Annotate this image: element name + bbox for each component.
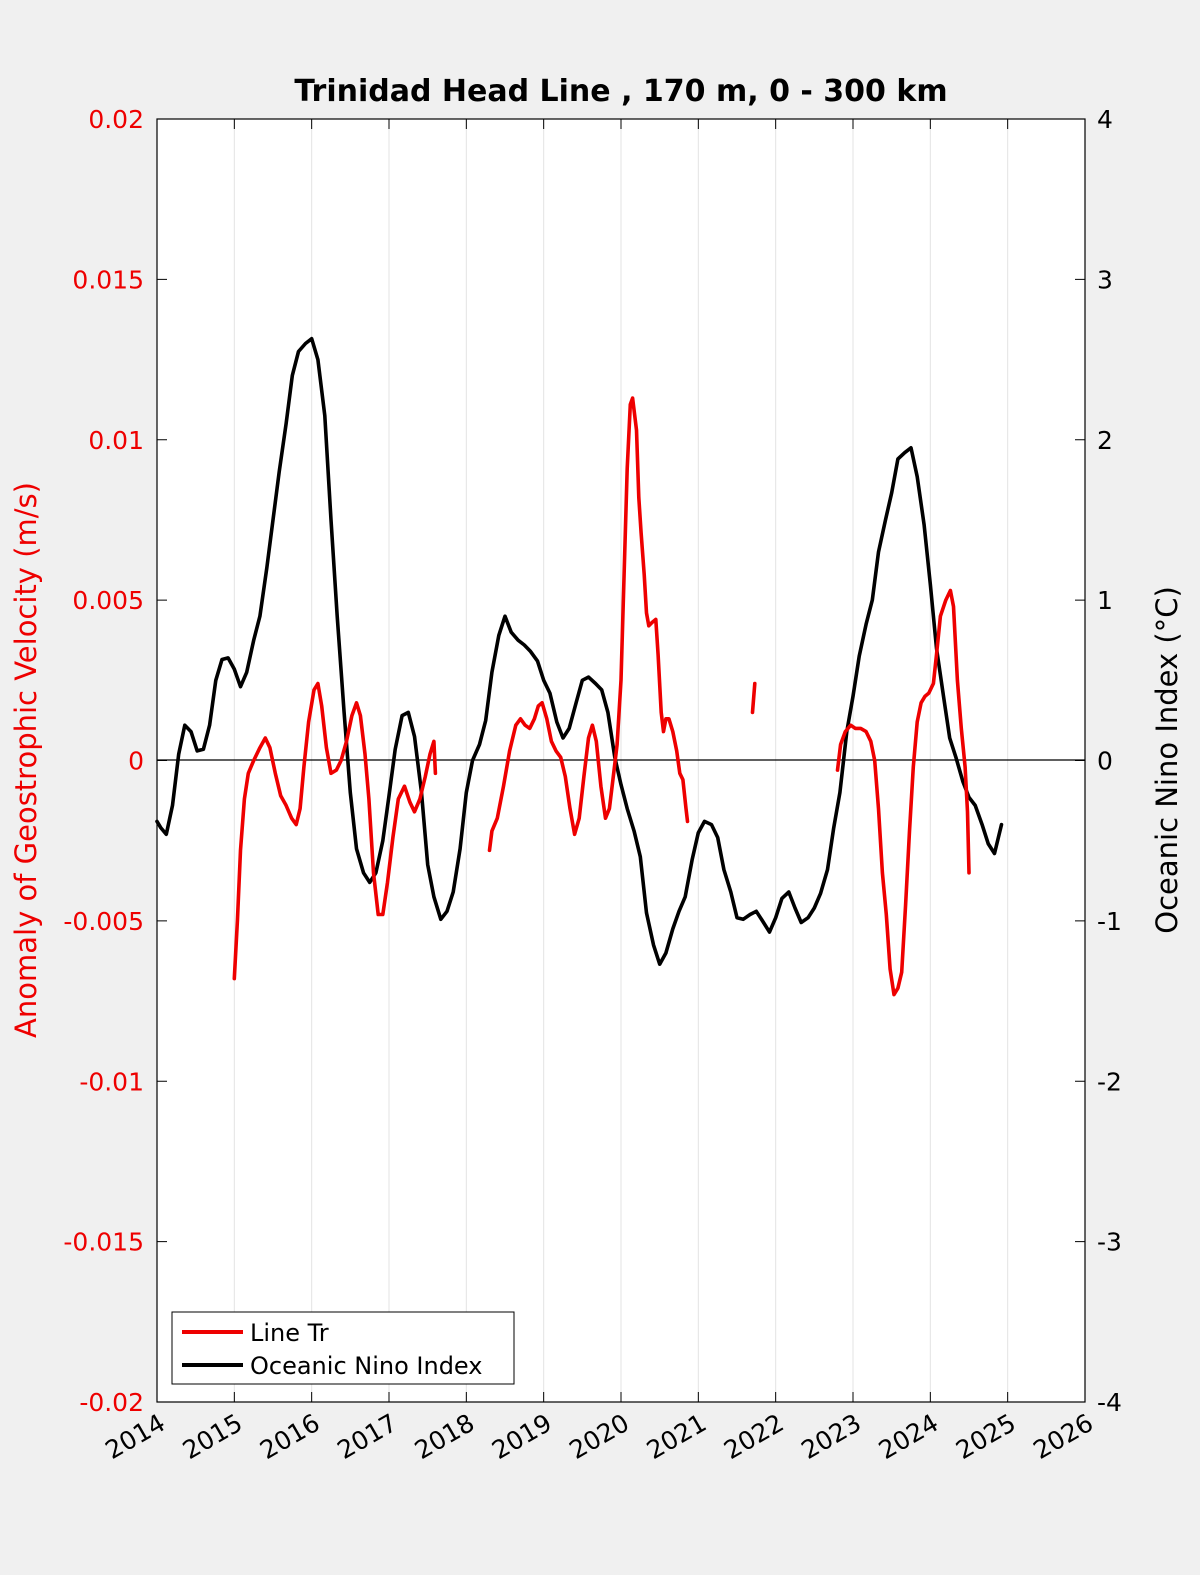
y-left-tick-label: 0.005 xyxy=(72,586,144,615)
y-right-tick-label: -4 xyxy=(1097,1388,1122,1417)
y-right-tick-label: 3 xyxy=(1097,265,1113,294)
y-left-tick-label: 0 xyxy=(128,747,144,776)
y-right-tick-label: 0 xyxy=(1097,747,1113,776)
x-tick-label: 2023 xyxy=(796,1408,866,1465)
legend-label-oni: Oceanic Nino Index xyxy=(250,1352,482,1380)
y-axis-right-label: Oceanic Nino Index (°C) xyxy=(1150,586,1184,934)
y-left-tick-label: 0.02 xyxy=(88,105,144,134)
legend: Line Tr Oceanic Nino Index xyxy=(171,1311,515,1385)
y-left-tick-label: -0.005 xyxy=(63,907,144,936)
x-tick-label: 2019 xyxy=(487,1408,557,1465)
series-line-line-tr xyxy=(750,681,757,715)
x-tick-label: 2018 xyxy=(410,1408,480,1465)
x-tick-label: 2021 xyxy=(642,1408,712,1465)
x-tick-label: 2022 xyxy=(719,1408,789,1465)
x-tick-label: 2015 xyxy=(178,1408,248,1465)
series-line-line-tr xyxy=(487,396,690,853)
x-tick-label: 2025 xyxy=(951,1408,1021,1465)
y-left-tick-label: -0.01 xyxy=(79,1067,144,1096)
y-right-tick-label: 4 xyxy=(1097,105,1113,134)
y-left-tick-label: 0.015 xyxy=(72,265,144,294)
x-tick-label: 2026 xyxy=(1028,1408,1098,1465)
x-tick-label: 2020 xyxy=(564,1408,634,1465)
series-line-line-tr xyxy=(835,588,971,997)
y-right-tick-label: -2 xyxy=(1097,1067,1122,1096)
x-tick-label: 2017 xyxy=(332,1408,402,1465)
y-right-tick-label: -3 xyxy=(1097,1228,1122,1257)
series-line-line-tr xyxy=(232,681,438,981)
legend-box xyxy=(171,1311,515,1385)
y-right-tick-label: 1 xyxy=(1097,586,1113,615)
y-right-tick-label: -1 xyxy=(1097,907,1122,936)
y-axis-left-label: Anomaly of Geostrophic Velocity (m/s) xyxy=(9,482,43,1038)
y-left-tick-label: 0.01 xyxy=(88,426,144,455)
y-right-tick-label: 2 xyxy=(1097,426,1113,455)
series-line-oceanic-nino-index xyxy=(155,336,1004,966)
series-layer xyxy=(155,336,1004,997)
y-left-tick-label: -0.015 xyxy=(63,1228,144,1257)
x-tick-label: 2016 xyxy=(255,1408,325,1465)
legend-label-line-tr: Line Tr xyxy=(250,1319,329,1347)
chart-title: Trinidad Head Line , 170 m, 0 - 300 km xyxy=(294,74,947,109)
x-tick-label: 2024 xyxy=(874,1408,944,1465)
y-left-tick-label: -0.02 xyxy=(79,1388,144,1417)
